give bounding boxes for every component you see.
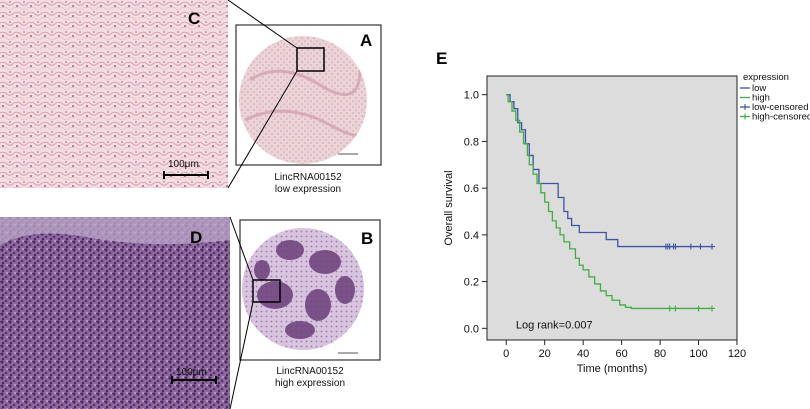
survival-curve-low: [506, 94, 712, 248]
survival-curves: [506, 94, 715, 312]
connector-d-bottom: [229, 301, 254, 409]
survival-curve-high: [506, 94, 712, 310]
panel-d: D 100μm: [0, 217, 230, 409]
panel-a-tissue-core: [239, 36, 367, 164]
x-tick-label: 20: [539, 348, 551, 360]
x-tick-label: 60: [615, 348, 627, 360]
y-tick-label: 0.4: [464, 230, 479, 242]
panel-e-km-plot: E 0.0 0.2 0.4 0.6 0.8 1.0 0 20 40 60 80 100 120 Ove…: [436, 49, 810, 375]
panel-d-letter: D: [190, 228, 202, 247]
censor-mark-low: [709, 243, 715, 250]
connector-c-bottom: [227, 70, 298, 189]
panel-b: B LincRNA00152 high expression: [239, 219, 381, 389]
panel-d-scale-bar: 100μm: [171, 367, 217, 384]
x-tick-label: 40: [577, 348, 589, 360]
censor-mark-high: [695, 305, 702, 312]
y-axis: 0.0 0.2 0.4 0.6 0.8 1.0: [464, 90, 487, 335]
panel-e-letter: E: [436, 49, 447, 68]
connector-d-top: [229, 216, 254, 281]
censor-mark-low: [672, 243, 679, 250]
censor-mark-high: [709, 305, 715, 312]
censor-mark-low: [697, 243, 704, 250]
panel-b-letter: B: [361, 229, 373, 248]
log-rank-annotation: Log rank=0.007: [516, 319, 593, 331]
x-tick-label: 120: [728, 348, 746, 360]
panel-b-zoom-box: [252, 279, 281, 303]
panel-c-scale-bar: 100μm: [163, 159, 209, 179]
y-tick-label: 0.0: [464, 323, 479, 335]
legend-item-high-censored: high-censored: [752, 112, 810, 123]
x-tick-label: 100: [689, 348, 707, 360]
panel-b-caption-line2: high expression: [275, 378, 345, 389]
censor-mark-high: [666, 305, 673, 312]
y-tick-label: 0.8: [464, 136, 479, 148]
panel-a-zoom-box: [296, 47, 325, 72]
y-tick-label: 0.6: [464, 183, 479, 195]
x-axis-label: Time (months): [577, 363, 648, 375]
panel-a-letter: A: [360, 31, 372, 50]
connector-c-top: [227, 0, 298, 49]
panel-c-scale-label: 100μm: [168, 159, 199, 170]
legend-item-high: high: [752, 93, 770, 104]
panel-a-caption-line2: low expression: [275, 184, 341, 195]
panel-c-micrograph: [0, 0, 228, 188]
panel-b-caption-line1: LincRNA00152: [276, 366, 344, 377]
y-tick-label: 0.2: [464, 277, 479, 289]
y-tick-label: 1.0: [464, 90, 479, 102]
legend-title: expression: [743, 72, 789, 83]
x-tick-label: 0: [503, 348, 509, 360]
legend: expression lowhighlow-censoredhigh-censo…: [740, 72, 810, 123]
censor-mark-high: [672, 305, 679, 312]
x-tick-label: 80: [654, 348, 666, 360]
panel-a: A LincRNA00152 low expression: [235, 24, 382, 195]
panel-c: C 100μm: [0, 0, 228, 188]
panel-a-caption-line1: LincRNA00152: [274, 172, 342, 183]
panel-d-scale-label: 100μm: [176, 367, 207, 378]
y-axis-label: Overall survival: [443, 170, 455, 245]
x-axis: 0 20 40 60 80 100 120: [503, 340, 746, 360]
legend-item-low: low: [752, 83, 766, 94]
legend-item-low-censored: low-censored: [752, 102, 809, 113]
panel-c-letter: C: [188, 9, 200, 28]
panel-d-micrograph: [0, 217, 230, 409]
censor-mark-low: [687, 243, 694, 250]
